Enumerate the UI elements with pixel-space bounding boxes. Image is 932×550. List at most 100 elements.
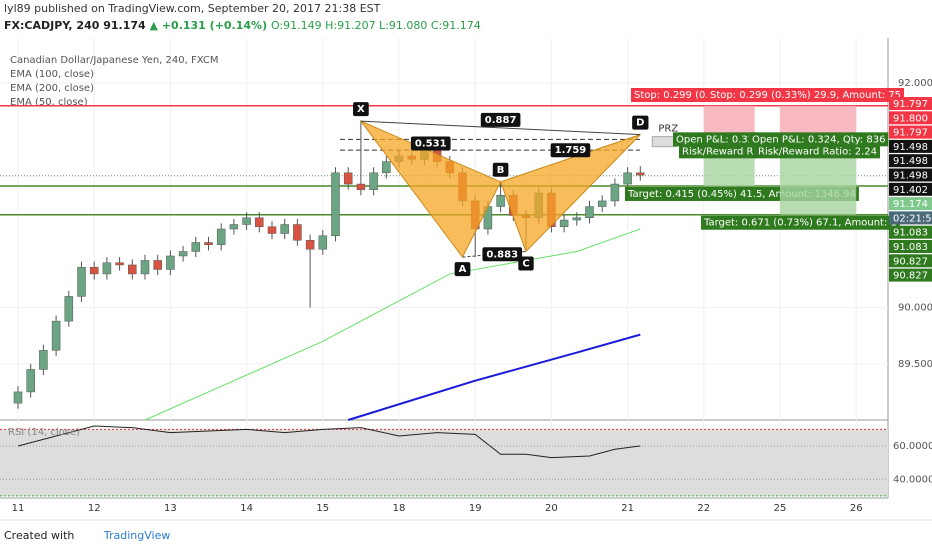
stop-label-box [707,88,905,102]
candle-body [51,320,61,351]
price-label: 91.083 [893,228,928,239]
rr-label-box [679,144,757,159]
rr-label: Risk/Reward Ratio: 2.24 [758,146,877,157]
price-label: 91.174 [893,199,928,210]
ohlc: O:91.149 H:91.207 L:91.080 C:91.174 [270,19,481,32]
candle-body [191,242,201,252]
candle-body [128,264,137,275]
candle-body [39,350,48,370]
x-tick-label: 11 [12,503,25,514]
candle-body [636,172,645,176]
rsi-title: RSI (14, close) [8,427,80,438]
y-tick-label: 89.500 [898,359,932,370]
candle-body [382,161,391,174]
price-label-box [889,182,932,196]
candle-body [64,296,74,322]
price-label: 91.800 [893,113,928,124]
candle-body [343,172,353,185]
rr-label: Risk/Reward R [682,146,754,157]
rsi-line [17,425,641,459]
price-label: 02:21:58 [893,213,932,224]
candle-body [229,224,239,230]
symbol-line: FX:CADJPY, 240 91.174 ▲ +0.131 (+0.14%) … [4,19,481,32]
pattern-ratio: 1.759 [555,145,587,156]
candle-body [572,217,582,221]
prz-box [651,136,677,148]
candle-body [293,224,302,241]
stop-label: Stop: 0.299 (0.33%) 29.9, Amount: 75 [710,90,901,101]
price-label: 91.083 [893,242,928,253]
price-label: 90.827 [893,256,928,267]
price-label: 91.797 [893,128,928,139]
price-label-box [889,211,932,225]
change: ▲ +0.131 (+0.14%) [149,19,268,32]
pattern-point-label-box [454,262,471,277]
symbol: FX:CADJPY, 240 [4,19,100,32]
pattern-point-label: A [459,264,467,275]
price-label-box [889,268,932,282]
candle-body [102,262,112,275]
y-tick-label: 92.000 [898,78,932,89]
x-tick-label: 22 [697,503,710,514]
price-label: 91.498 [893,142,928,153]
price-label-box [889,225,932,239]
stop-label-box [631,88,718,102]
pattern-point-label: C [522,258,529,269]
ema-line [144,228,641,421]
target-label: Target: 0.415 (0.45%) 41.5, Amount: 1346… [627,189,856,200]
pl-label: Open P&L: 0.32 [676,134,754,145]
legend-entry: EMA (100, close) [10,69,94,80]
legend-entry: EMA (50, close) [10,97,88,108]
pattern-point-label: D [636,118,644,129]
price-label: 91.402 [893,185,928,196]
pattern-point-label: X [357,104,365,115]
pattern-ratio: 0.887 [485,115,517,126]
x-tick-label: 20 [545,503,558,514]
footer-created: Created with [4,529,75,542]
pattern-ratio-box [550,143,591,158]
x-tick-label: 26 [850,503,863,514]
x-tick-label: 14 [240,503,253,514]
price-label-box [889,139,932,153]
x-tick-label: 18 [393,503,406,514]
prz-label: PRZ [658,124,678,135]
candle-body [369,172,378,190]
candle-body [610,183,620,202]
price-label: 90.827 [893,271,928,282]
candle-body [26,369,35,393]
candle-body [13,391,23,404]
pattern-xab [359,119,502,259]
pattern-point-label: B [497,165,505,176]
candle-body [178,251,188,257]
candle-body [280,224,289,234]
candle-body [115,262,124,266]
ema-line [347,333,641,421]
price-label-box [889,111,932,125]
candle-body [216,228,226,245]
candle-body [585,206,594,219]
rr-label-box [755,144,881,159]
candle-body [559,219,569,228]
candle-body [255,217,264,228]
candle-body [623,172,632,185]
pl-label: Open P&L: 0.324, Qty: 836 [752,134,885,145]
y-tick-label: 90.000 [898,303,932,314]
pattern-point-label-box [632,115,649,130]
price-label-box [889,197,932,211]
candle-body [496,195,505,207]
candle-body [331,172,340,236]
price-label-box [889,154,932,168]
pattern-point-label-box [492,162,509,177]
stop-label: Stop: 0.299 (0.3 [634,90,715,101]
candle-body [89,266,99,275]
rsi-tick-label: 40.0000 [893,474,932,485]
candle-body [597,200,607,207]
pattern-point-label-box [518,256,534,271]
rsi-tick-label: 60.0000 [893,441,932,452]
price-label-box [889,254,932,268]
price-label: 91.498 [893,156,928,167]
candle-body [356,183,366,190]
x-tick-label: 13 [164,503,177,514]
price-label-box [889,97,932,110]
